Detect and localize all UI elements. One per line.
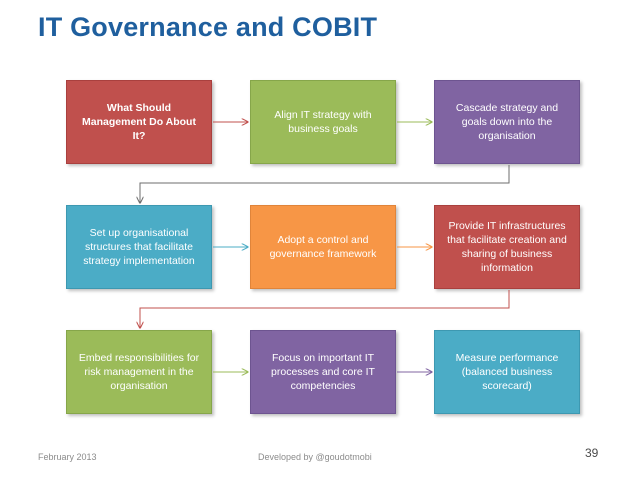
step-focus-it-processes: Focus on important IT processes and core… [250,330,396,414]
footer-credit: Developed by @goudotmobi [258,452,372,462]
step-risk-management: Embed responsibilities for risk manageme… [66,330,212,414]
step-it-infrastructures: Provide IT infrastructures that facilita… [434,205,580,289]
step-control-framework: Adopt a control and governance framework [250,205,396,289]
slide-title: IT Governance and COBIT [38,12,378,42]
step-what-should-management-do: What Should Management Do About It? [66,80,212,164]
step-cascade-strategy: Cascade strategy and goals down into the… [434,80,580,164]
footer-date: February 2013 [38,452,97,462]
arrow-3-to-4 [140,165,510,203]
arrow-6-to-7 [140,290,510,328]
step-organisational-structures: Set up organisational structures that fa… [66,205,212,289]
step-align-it-strategy: Align IT strategy with business goals [250,80,396,164]
page-number: 39 [585,446,599,460]
step-measure-performance: Measure performance (balanced business s… [434,330,580,414]
